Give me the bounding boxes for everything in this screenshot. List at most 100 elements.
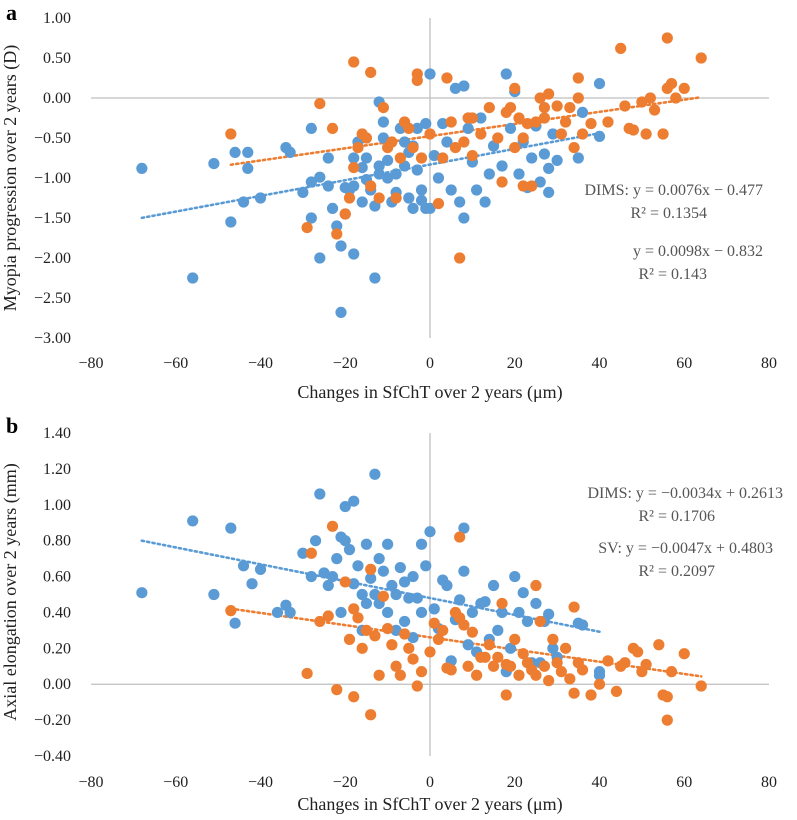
panel-a-label: a [6, 0, 17, 25]
panel-b-blue-data-point [390, 588, 402, 601]
panel-a-blue-data-point [326, 202, 339, 214]
panel-a-blue-data-point [411, 164, 423, 176]
panel-a-blue-data-point [471, 184, 483, 196]
panel-b-blue-data-point [322, 579, 334, 592]
panel-b-blue-data-point [415, 538, 428, 550]
panel-a-blue-data-point [335, 240, 347, 252]
panel-b-blue-data-point [335, 606, 347, 619]
panel-b-orange-data-point [555, 666, 567, 678]
panel-b-orange-data-point [369, 630, 381, 642]
panel-b-blue-data-point [208, 588, 220, 601]
panel-a-orange-data-point [568, 142, 580, 154]
panel-b-orange-data-point [665, 666, 678, 678]
panel-a-blue-data-point [458, 212, 470, 224]
panel-b-orange-data-point [365, 563, 377, 575]
panel-a-blue-data-point [242, 146, 254, 158]
panel-a-blue-data-point [543, 186, 555, 198]
panel-a-orange-data-point [326, 122, 339, 134]
panel-b-orange-data-point [632, 646, 644, 658]
panel-a-x-axis-title: Changes in SfChT over 2 years (μm) [297, 382, 562, 403]
panel-b-orange-data-point [568, 601, 580, 613]
panel-b-blue-data-point [407, 631, 419, 644]
panel-a-blue-data-point [420, 118, 432, 130]
panel-b-sv-r2: R² = 0.2097 [639, 563, 716, 580]
panel-b-orange-data-point [513, 669, 525, 681]
panel-b-orange-data-point [348, 691, 360, 703]
panel-a-blue-data-point [322, 180, 334, 192]
panel-a-blue-data-point [432, 172, 445, 184]
panel-b-y-tick-label: −0.20 [34, 712, 71, 729]
panel-a-y-tick-label: −1.00 [34, 170, 71, 187]
panel-b-orange-data-point [661, 691, 673, 703]
panel-a-orange-data-point [695, 52, 707, 64]
panel-b-y-tick-label: 0.80 [43, 533, 71, 550]
panel-a-blue-data-point [297, 186, 309, 198]
panel-b-y-axis-title: Axial elongation over 2 years (mm) [0, 463, 21, 720]
panel-a-blue-data-point [543, 162, 555, 174]
panel-b-blue-data-point [547, 642, 559, 654]
panel-a-blue-data-point [437, 118, 449, 130]
panel-a-orange-data-point [373, 192, 385, 204]
panel-a-x-tick-label: 60 [676, 355, 692, 372]
panel-a-blue-data-point [331, 220, 343, 232]
panel-a-blue-data-point [458, 80, 470, 92]
panel-b-blue-data-point [521, 615, 534, 628]
panel-b-x-tick-label: −20 [333, 774, 358, 791]
panel-b-blue-data-point [513, 606, 525, 619]
panel-a-x-tick-label: −20 [333, 355, 358, 372]
panel-b-orange-data-point [326, 520, 339, 532]
panel-a-orange-data-point [504, 102, 517, 114]
panel-a-orange-data-point [331, 228, 343, 240]
panel-a-orange-data-point [365, 66, 377, 78]
panel-a-orange-data-point [225, 128, 237, 140]
panel-a-blue-data-point [229, 146, 241, 158]
panel-b-blue-data-point [458, 522, 470, 534]
panel-a-blue-data-point [449, 82, 462, 94]
panel-a-blue-data-point [513, 168, 525, 180]
panel-a-blue-data-point [479, 196, 491, 208]
panel-a-blue-data-point [382, 154, 394, 166]
panel-b-orange-data-point [653, 639, 665, 651]
panel-a-orange-data-point [517, 180, 529, 192]
panel-b-blue-data-point [237, 560, 250, 572]
panel-a-orange-data-point [644, 92, 656, 104]
panel-a-orange-data-point [509, 142, 521, 154]
panel-b-blue-data-point [576, 619, 589, 631]
panel-b-blue-data-point [314, 488, 326, 500]
panel-b-blue-data-point [462, 639, 474, 651]
panel-b-orange-data-point [373, 669, 385, 681]
panel-b-blue-data-point [326, 570, 339, 583]
panel-b-blue-data-point [411, 592, 423, 604]
panel-b-x-tick-label: 0 [426, 774, 434, 791]
panel-b-orange-data-point [640, 658, 652, 671]
panel-a-blue-data-point [187, 272, 199, 284]
panel-a-blue-data-point [369, 272, 381, 284]
panel-b-orange-data-point [415, 666, 428, 678]
panel-a-orange-data-point [492, 132, 504, 144]
panel-a-orange-data-point [543, 88, 555, 100]
panel-a-orange-data-point [352, 142, 364, 154]
panel-b-orange-data-point [661, 714, 673, 726]
panel-b-blue-data-point [496, 606, 508, 619]
panel-a-dims-r2: R² = 0.1354 [631, 205, 708, 222]
panel-a-blue-data-point [547, 128, 559, 140]
panel-b-dims-r2: R² = 0.1706 [639, 508, 716, 525]
panel-b-blue-data-point [331, 553, 343, 565]
panel-b-y-tick-label: 1.00 [43, 497, 71, 514]
panel-b-orange-data-point [360, 624, 373, 636]
panel-a-blue-data-point [360, 152, 373, 164]
panel-b-orange-data-point [564, 673, 576, 685]
panel-a-orange-data-point [466, 112, 478, 124]
panel-a-blue-data-point [572, 152, 584, 164]
panel-b-blue-data-point [348, 578, 360, 590]
panel-a-blue-data-point [504, 122, 517, 134]
panel-a-orange-data-point [386, 136, 398, 148]
panel-a-blue-data-point [496, 160, 508, 172]
panel-a-orange-data-point [314, 98, 326, 110]
panel-b-orange-data-point [509, 633, 521, 645]
panel-b-y-tick-label: 0.60 [43, 569, 71, 586]
panel-a-orange-data-point [348, 56, 360, 68]
panel-b-x-axis-title: Changes in SfChT over 2 years (μm) [297, 794, 562, 815]
panel-a-blue-data-point [415, 184, 428, 196]
panel-b-blue-data-point [517, 587, 529, 599]
